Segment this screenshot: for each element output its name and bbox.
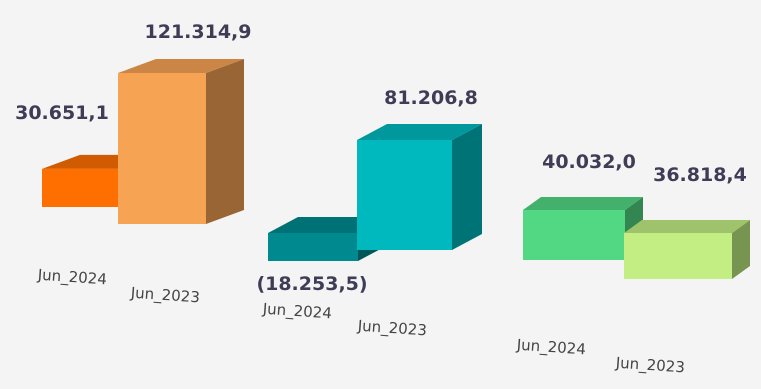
category-label: Jun_2023 [614, 354, 685, 378]
bar-jun-2023 [624, 233, 732, 279]
bar-jun-2023 [118, 73, 206, 224]
category-label: Jun_2024 [261, 300, 332, 324]
bar-side-jun-2023 [732, 220, 750, 279]
value-label: 36.818,4 [653, 164, 747, 186]
category-label: Jun_2024 [36, 266, 107, 290]
bar-group-3: 40.032,0 Jun_2024 36.818,4 Jun_2023 [515, 151, 750, 377]
bar-top-jun-2024 [523, 197, 643, 210]
bar-jun-2024 [523, 210, 625, 260]
value-label: 40.032,0 [542, 151, 636, 173]
bar-group-1: 30.651,1 Jun_2024 121.314,9 Jun_2023 [15, 21, 251, 307]
value-label: 81.206,8 [384, 87, 478, 109]
bar-side-jun-2023 [206, 59, 244, 224]
bar-jun-2024 [268, 233, 358, 261]
bar-top-jun-2023 [624, 220, 750, 234]
value-label: 30.651,1 [15, 102, 109, 124]
bar-jun-2024 [42, 168, 122, 207]
bar-top-jun-2023 [357, 124, 482, 140]
category-label: Jun_2023 [129, 284, 200, 308]
bar-group-2: (18.253,5) Jun_2024 81.206,8 Jun_2023 [256, 87, 482, 340]
bar-top-jun-2023 [118, 59, 244, 73]
value-label: 121.314,9 [145, 21, 252, 43]
bar-side-jun-2023 [452, 124, 482, 250]
value-label: (18.253,5) [256, 273, 367, 295]
bar-jun-2023 [357, 140, 452, 250]
category-label: Jun_2024 [515, 336, 586, 360]
category-label: Jun_2023 [356, 317, 427, 341]
